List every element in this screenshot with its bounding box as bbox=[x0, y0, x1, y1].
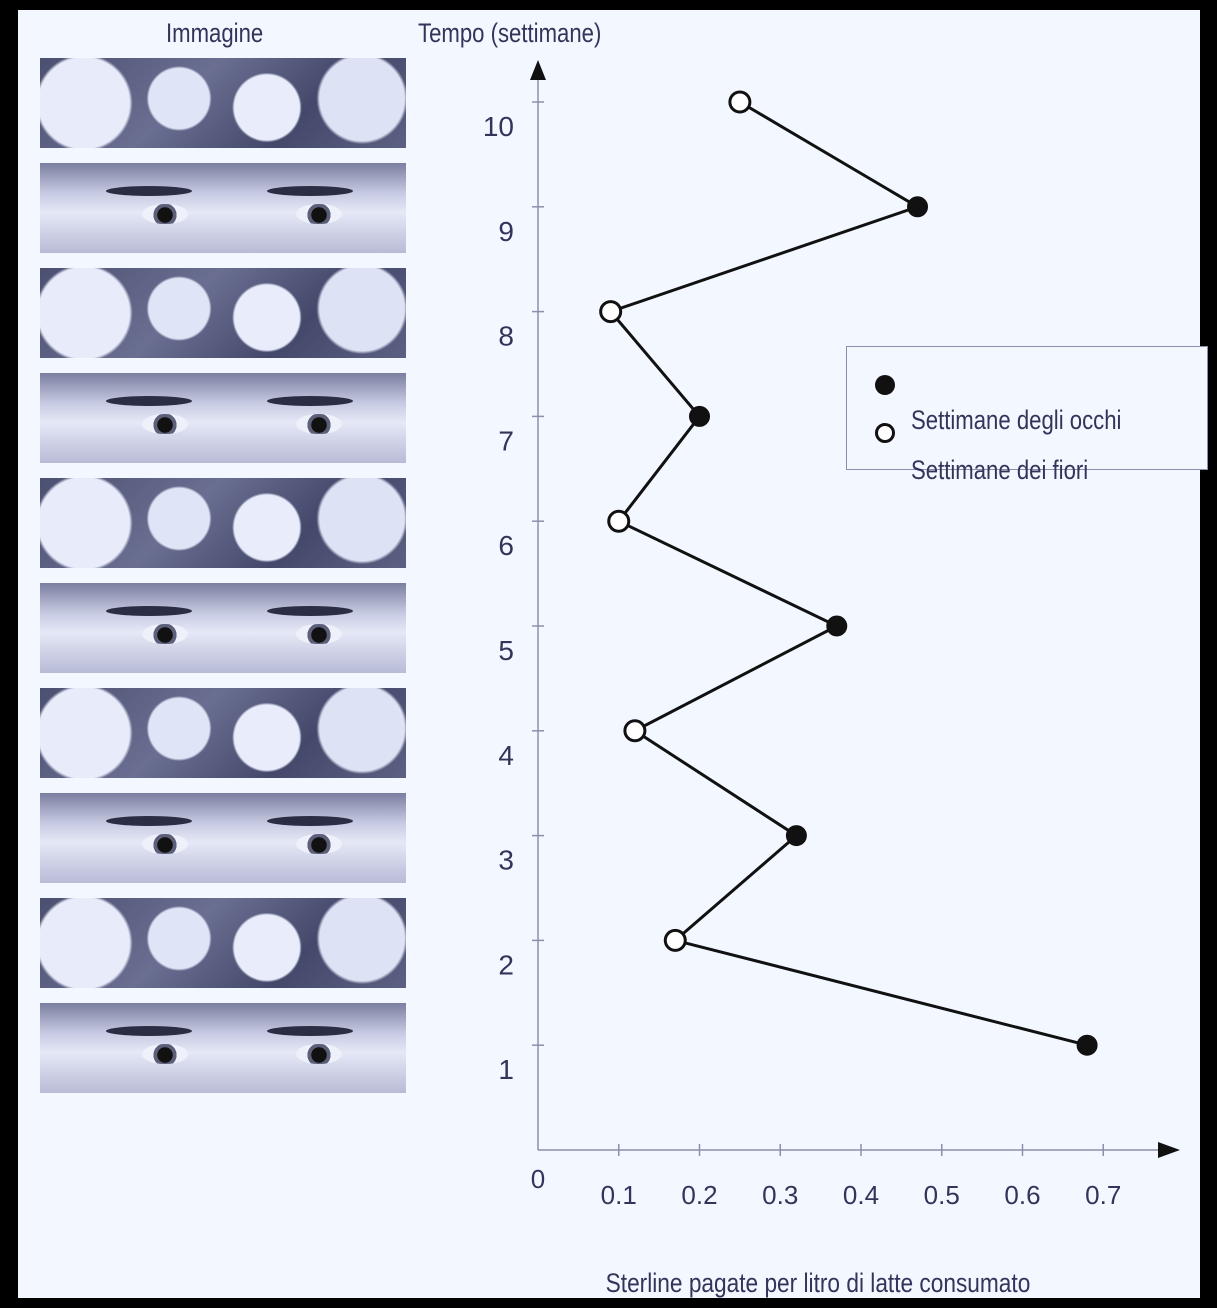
image-strip-week-7-eyes-icon bbox=[40, 373, 406, 463]
x-tick-label: 0.7 bbox=[1085, 1180, 1121, 1210]
eye-shape bbox=[296, 204, 343, 225]
x-tick-label: 0.3 bbox=[762, 1180, 798, 1210]
y-tick-label: 4 bbox=[498, 740, 514, 771]
x-tick-label: 0 bbox=[531, 1164, 545, 1194]
y-axis-arrow-icon bbox=[530, 60, 546, 80]
y-tick-label: 10 bbox=[483, 111, 514, 142]
eye-shape bbox=[296, 414, 343, 435]
legend-open-circle-icon bbox=[875, 423, 895, 443]
images-column-title: Immagine bbox=[166, 18, 264, 48]
eye-shape bbox=[296, 834, 343, 855]
data-point-flowers-week-6 bbox=[607, 509, 631, 533]
y-tick-label: 9 bbox=[498, 216, 514, 247]
legend-filled-circle-icon bbox=[875, 375, 895, 395]
eyebrow-shape bbox=[105, 186, 192, 197]
eyebrow-shape bbox=[266, 816, 353, 827]
image-strip-week-6-flowers-icon bbox=[40, 478, 406, 568]
x-axis-label: Sterline pagate per litro di latte consu… bbox=[606, 1268, 1031, 1298]
legend: Settimane degli occhi Settimane dei fior… bbox=[846, 346, 1208, 485]
eye-shape bbox=[142, 414, 189, 435]
x-tick-label: 0.6 bbox=[1004, 1180, 1040, 1210]
image-strip-week-4-flowers-icon bbox=[40, 688, 406, 778]
x-axis-arrow-icon bbox=[1158, 1142, 1180, 1158]
image-strip-week-10-flowers-icon bbox=[40, 58, 406, 148]
y-tick-label: 5 bbox=[498, 635, 514, 666]
image-strip-week-5-eyes-icon bbox=[40, 583, 406, 673]
data-point-flowers-week-4 bbox=[623, 719, 647, 743]
eye-shape bbox=[142, 204, 189, 225]
x-tick-label: 0.2 bbox=[681, 1180, 717, 1210]
legend-label-flowers: Settimane dei fiori bbox=[911, 455, 1089, 485]
x-tick-label: 0.4 bbox=[843, 1180, 879, 1210]
x-tick-label: 0.1 bbox=[601, 1180, 637, 1210]
eyebrow-shape bbox=[105, 606, 192, 617]
legend-label-eyes: Settimane degli occhi bbox=[911, 405, 1122, 435]
y-tick-label: 8 bbox=[498, 321, 514, 352]
image-strip-week-2-flowers-icon bbox=[40, 898, 406, 988]
eyebrow-shape bbox=[105, 1026, 192, 1037]
y-tick-label: 6 bbox=[498, 530, 514, 561]
series-line bbox=[608, 100, 1088, 1047]
eye-shape bbox=[142, 834, 189, 855]
y-tick-label: 3 bbox=[498, 845, 514, 876]
y-tick-label: 7 bbox=[498, 425, 514, 456]
data-point-eyes-week-1 bbox=[1076, 1034, 1098, 1056]
eyebrow-shape bbox=[266, 1026, 353, 1037]
eye-shape bbox=[142, 624, 189, 645]
data-point-eyes-week-3 bbox=[785, 825, 807, 847]
eye-shape bbox=[296, 1044, 343, 1065]
line-chart: 1 2 3 4 5 6 7 8 9 10 0 0.1 0.2 0.3 0.4 0.5 0.6 0.7 Sterlin… bbox=[483, 60, 1180, 1298]
time-axis-title: Tempo (settimane) bbox=[418, 18, 602, 48]
eye-shape bbox=[142, 1044, 189, 1065]
data-point-eyes-week-9 bbox=[907, 196, 929, 218]
eyebrow-shape bbox=[105, 816, 192, 827]
eyebrow-shape bbox=[266, 606, 353, 617]
y-tick-label: 2 bbox=[498, 949, 514, 980]
image-strip-week-9-eyes-icon bbox=[40, 163, 406, 253]
data-point-eyes-week-7 bbox=[689, 405, 710, 427]
eyebrow-shape bbox=[266, 396, 353, 407]
image-strip-week-8-flowers-icon bbox=[40, 268, 406, 358]
eyebrow-shape bbox=[266, 186, 353, 197]
eye-shape bbox=[296, 624, 343, 645]
image-strip-column bbox=[40, 58, 408, 1108]
x-tick-label: 0.5 bbox=[924, 1180, 960, 1210]
eyebrow-shape bbox=[105, 396, 192, 407]
y-tick-label: 1 bbox=[498, 1054, 514, 1085]
data-point-flowers-week-10 bbox=[728, 90, 752, 114]
data-point-flowers-week-8 bbox=[599, 300, 623, 324]
data-point-eyes-week-5 bbox=[826, 615, 848, 637]
image-strip-week-3-eyes-icon bbox=[40, 793, 406, 883]
figure-frame: Immagine Tempo (settimane) 1 2 3 4 5 6 7 8 9 10 0 0… bbox=[18, 10, 1208, 1298]
image-strip-week-1-eyes-icon bbox=[40, 1003, 406, 1093]
data-point-flowers-week-2 bbox=[663, 928, 687, 952]
